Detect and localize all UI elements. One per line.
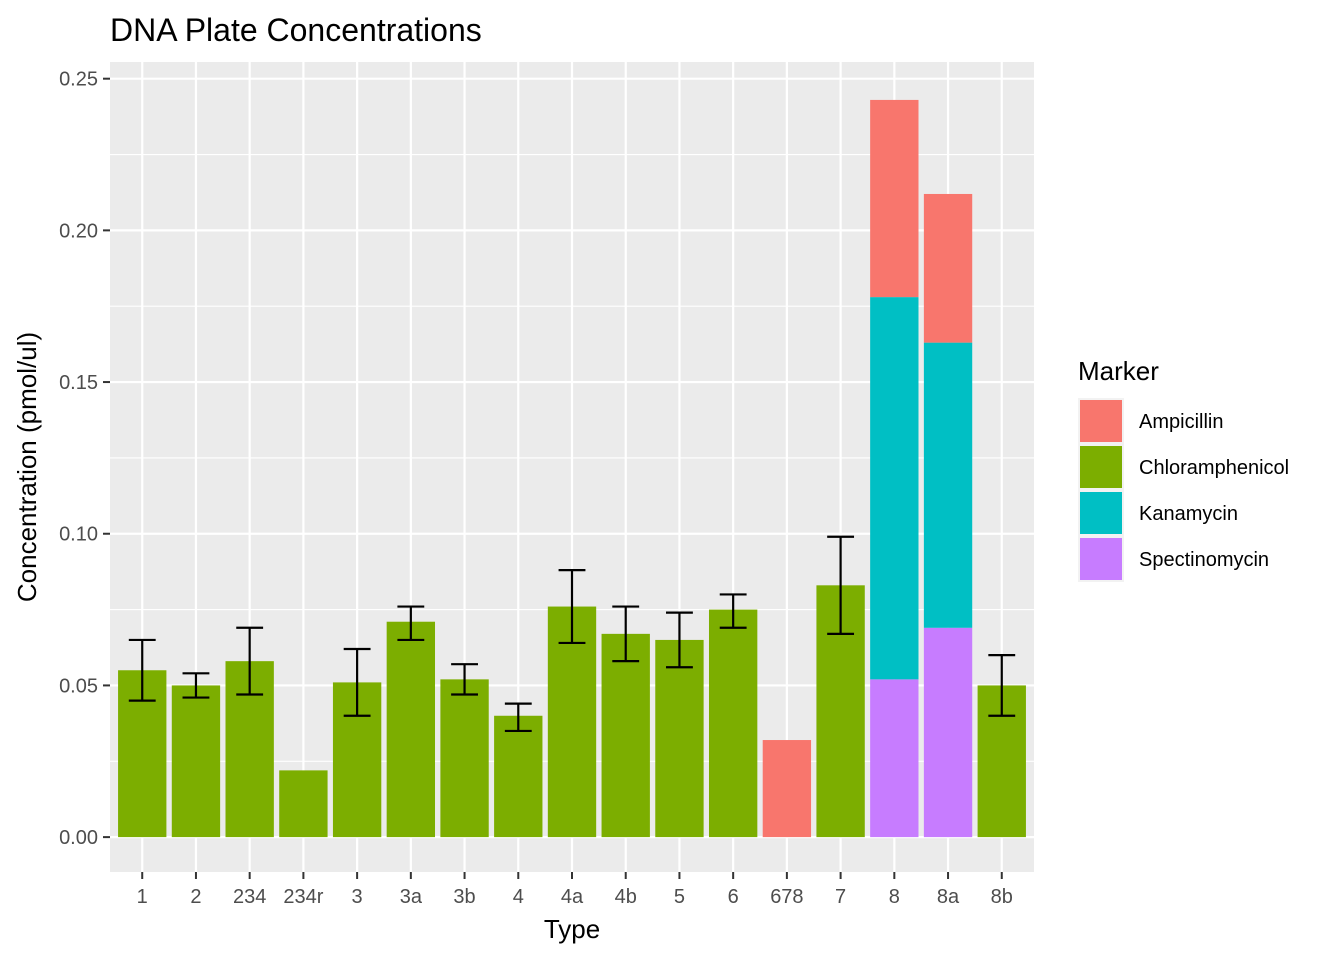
bar-ampicillin [870,99,919,298]
bar-kanamycin [923,342,973,628]
bar-chloramphenicol [601,633,650,838]
legend-title: Marker [1078,356,1159,386]
x-axis: 1 2 234 234r 3 3a 3b 4 4a 4b 5 6 678 7 8 8a 8b [137,872,1013,908]
x-tick-label: 8 [889,886,900,908]
error-bar [988,653,1016,717]
legend-label: Kanamycin [1139,503,1238,525]
bar-chloramphenicol [708,609,758,838]
x-tick-label: 3 [352,886,363,908]
y-tick-label: 0.00 [59,827,98,849]
bar-chloramphenicol [547,606,597,838]
error-bar [451,663,478,696]
x-tick-label: 2 [190,886,201,908]
y-tick-label: 0.05 [59,675,98,697]
x-tick-label: 3b [453,886,475,908]
error-bar [182,672,210,699]
y-tick-label: 0.10 [59,524,98,546]
legend-swatch-ampicillin [1080,400,1122,442]
legend-swatch-kanamycin [1080,492,1122,534]
y-axis-label: Concentration (pmol/ul) [12,332,42,602]
chart-title: DNA Plate Concentrations [110,12,482,48]
bar-chloramphenicol [386,621,436,838]
x-tick-label: 3a [400,886,423,908]
x-tick-label: 5 [674,886,685,908]
error-bar [827,535,855,635]
x-tick-label: 4a [561,886,584,908]
x-tick-label: 4 [513,886,524,908]
y-tick-label: 0.15 [59,372,98,394]
error-bar [612,605,640,663]
bar-chloramphenicol [171,685,221,838]
x-tick-label: 234r [283,886,323,908]
error-bars-layer [128,535,1016,733]
bar-chloramphenicol [655,639,704,838]
x-tick-label: 8b [991,886,1013,908]
bar-kanamycin [870,297,919,680]
error-bar [504,702,532,733]
legend-swatch-chloramphenicol [1080,446,1122,488]
legend-swatch-spectinomycin [1080,538,1122,580]
y-tick-label: 0.25 [59,69,98,91]
error-bar [558,569,586,645]
bar-ampicillin [762,740,812,838]
legend: Marker Ampicillin Chloramphenicol Kanamyci… [1078,356,1289,582]
x-tick-label: 678 [770,886,803,908]
x-tick-label: 4b [615,886,637,908]
bar-ampicillin [923,193,973,343]
bar-spectinomycin [870,679,919,838]
bars-layer [118,99,1026,838]
x-tick-label: 7 [835,886,846,908]
error-bar [128,638,156,702]
bar-chloramphenicol [279,770,328,838]
legend-label: Chloramphenicol [1139,457,1289,479]
error-bar [397,605,425,642]
x-tick-label: 8a [937,886,960,908]
x-tick-label: 6 [728,886,739,908]
error-bar [236,626,264,696]
y-axis: 0.00 0.05 0.10 0.15 0.20 0.25 [59,69,110,849]
bar-chloramphenicol [494,715,543,838]
legend-label: Ampicillin [1139,411,1223,433]
bar-chloramphenicol [440,679,489,838]
x-tick-label: 234 [233,886,266,908]
error-bar [343,647,371,717]
y-tick-label: 0.20 [59,220,98,242]
bar-spectinomycin [923,627,973,838]
x-tick-label: 1 [137,886,148,908]
legend-label: Spectinomycin [1139,549,1269,571]
error-bar [666,611,693,669]
x-axis-label: Type [544,914,600,944]
error-bar [719,593,747,629]
